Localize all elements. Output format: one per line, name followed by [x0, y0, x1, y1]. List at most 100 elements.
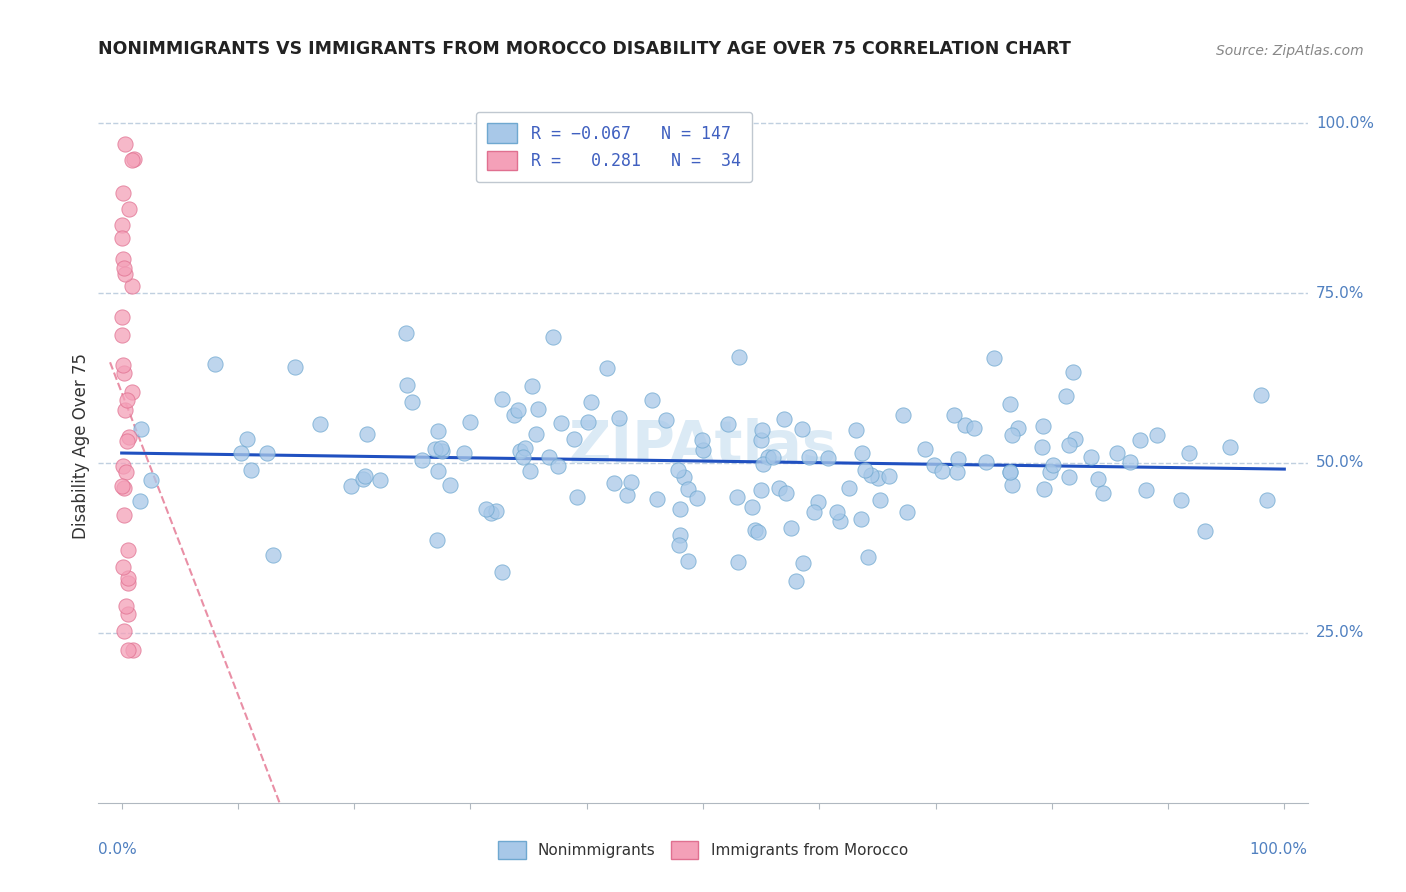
Point	[1170, 493, 1192, 508]
Point	[111, 359, 134, 373]
Text: Source: ZipAtlas.com: Source: ZipAtlas.com	[1216, 44, 1364, 58]
Point	[998, 466, 1021, 480]
Text: 100.0%: 100.0%	[1250, 842, 1308, 857]
Point	[229, 445, 252, 459]
Point	[851, 512, 873, 526]
Y-axis label: Disability Age Over 75: Disability Age Over 75	[72, 353, 90, 539]
Point	[756, 450, 779, 464]
Point	[112, 624, 135, 638]
Point	[741, 500, 763, 514]
Point	[111, 310, 134, 325]
Point	[974, 455, 997, 469]
Point	[1219, 440, 1241, 454]
Point	[111, 230, 134, 244]
Point	[1080, 450, 1102, 464]
Point	[117, 434, 139, 448]
Text: 75.0%: 75.0%	[1316, 285, 1364, 301]
Point	[121, 384, 143, 399]
Point	[112, 367, 135, 381]
Point	[1031, 440, 1053, 454]
Point	[914, 442, 936, 457]
Point	[204, 358, 226, 372]
Point	[1062, 365, 1084, 379]
Point	[1042, 458, 1064, 473]
Point	[668, 538, 690, 552]
Point	[785, 574, 807, 588]
Point	[262, 548, 284, 562]
Point	[423, 442, 446, 457]
Point	[749, 483, 772, 497]
Point	[775, 486, 797, 500]
Point	[112, 560, 135, 574]
Point	[838, 481, 860, 495]
Point	[946, 451, 969, 466]
Point	[744, 523, 766, 537]
Point	[845, 423, 868, 437]
Point	[891, 408, 914, 422]
Point	[547, 458, 569, 473]
Point	[645, 492, 668, 507]
Point	[512, 450, 534, 464]
Point	[860, 468, 883, 483]
Point	[773, 412, 796, 426]
Point	[1177, 446, 1199, 460]
Point	[780, 521, 803, 535]
Point	[752, 457, 775, 471]
Point	[121, 643, 143, 657]
Point	[491, 392, 513, 406]
Point	[370, 473, 392, 487]
Point	[616, 488, 638, 502]
Point	[340, 478, 363, 492]
Point	[118, 202, 141, 216]
Point	[856, 549, 879, 564]
Point	[725, 491, 748, 505]
Point	[117, 576, 139, 591]
Point	[607, 410, 630, 425]
Point	[676, 554, 699, 568]
Point	[817, 451, 839, 466]
Point	[1087, 472, 1109, 486]
Point	[751, 423, 773, 437]
Point	[1256, 492, 1278, 507]
Point	[129, 421, 152, 435]
Point	[692, 443, 714, 458]
Point	[562, 432, 585, 446]
Point	[673, 470, 696, 484]
Point	[983, 351, 1005, 365]
Point	[439, 478, 461, 492]
Point	[686, 491, 709, 506]
Point	[669, 527, 692, 541]
Point	[1250, 388, 1272, 402]
Point	[121, 153, 143, 168]
Point	[426, 424, 449, 438]
Point	[111, 479, 134, 493]
Point	[284, 359, 307, 374]
Point	[807, 494, 830, 508]
Point	[426, 464, 449, 478]
Point	[256, 446, 278, 460]
Point	[354, 469, 377, 483]
Text: 50.0%: 50.0%	[1316, 456, 1364, 470]
Point	[931, 464, 953, 478]
Point	[1039, 465, 1062, 479]
Point	[1032, 419, 1054, 434]
Point	[620, 475, 643, 490]
Point	[236, 432, 259, 446]
Legend: Nonimmigrants, Immigrants from Morocco: Nonimmigrants, Immigrants from Morocco	[491, 834, 915, 866]
Point	[111, 219, 134, 233]
Point	[114, 267, 136, 281]
Point	[506, 402, 529, 417]
Point	[526, 427, 548, 442]
Point	[896, 505, 918, 519]
Point	[513, 442, 536, 456]
Point	[943, 409, 966, 423]
Point	[998, 466, 1021, 480]
Point	[111, 186, 134, 201]
Point	[828, 514, 851, 528]
Point	[479, 506, 502, 520]
Point	[401, 394, 423, 409]
Point	[239, 463, 262, 477]
Point	[491, 565, 513, 579]
Point	[953, 418, 976, 433]
Point	[678, 482, 700, 496]
